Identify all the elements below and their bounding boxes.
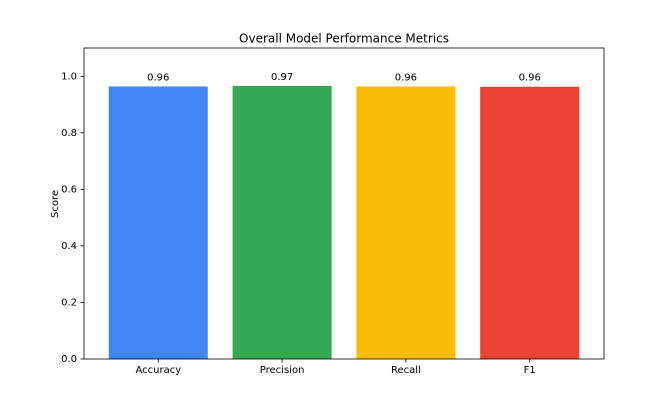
x-tick-label: Recall (391, 365, 421, 376)
value-label: 0.96 (147, 72, 169, 83)
x-tick-label: F1 (524, 365, 536, 376)
x-tick-label: Precision (260, 365, 305, 376)
chart-title: Overall Model Performance Metrics (239, 32, 449, 46)
y-tick-label: 0.6 (61, 184, 77, 195)
y-tick-label: 0.4 (61, 241, 77, 252)
bar (232, 85, 332, 360)
plot-frame (83, 47, 605, 360)
bar (356, 86, 456, 359)
y-tick-label: 0.2 (61, 297, 77, 308)
y-tick-label: 0.0 (61, 354, 77, 365)
y-tick-label: 0.8 (61, 128, 77, 139)
value-label: 0.96 (395, 72, 417, 83)
bar (108, 86, 208, 359)
y-axis-label: Score (50, 190, 61, 218)
y-tick-label: 1.0 (61, 71, 77, 82)
x-tick-label: Accuracy (135, 365, 181, 376)
value-label: 0.96 (519, 73, 541, 84)
bar (480, 86, 580, 359)
value-label: 0.97 (271, 72, 293, 83)
